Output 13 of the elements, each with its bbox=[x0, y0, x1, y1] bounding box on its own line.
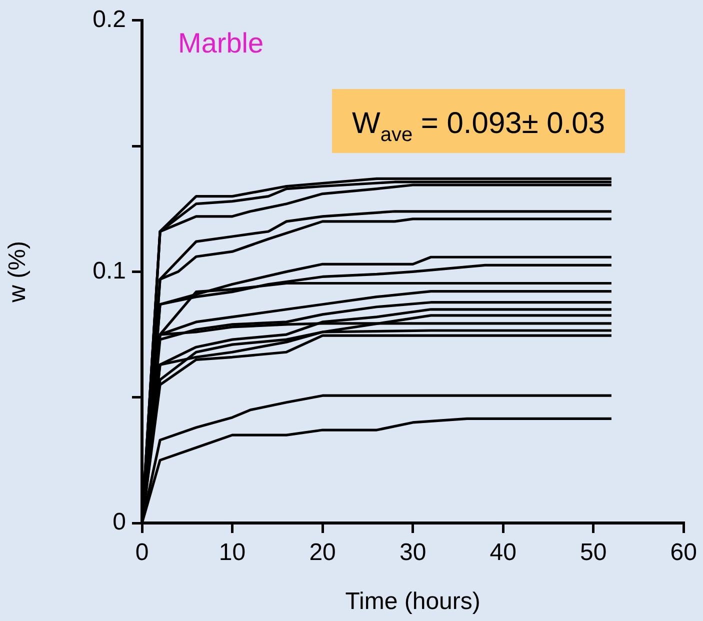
x-tick-label: 50 bbox=[580, 539, 607, 566]
x-axis-title: Time (hours) bbox=[345, 588, 480, 616]
x-tick-label: 60 bbox=[670, 539, 698, 566]
x-tick-label: 10 bbox=[218, 539, 246, 566]
chart-title: Marble bbox=[178, 27, 264, 58]
x-tick-label: 0 bbox=[135, 539, 149, 566]
y-tick-label: 0.1 bbox=[92, 257, 126, 284]
x-tick-label: 20 bbox=[309, 539, 336, 566]
y-tick-label: 0.2 bbox=[92, 6, 126, 34]
x-tick-label: 40 bbox=[490, 539, 516, 566]
y-tick-label: 0 bbox=[112, 508, 126, 536]
x-tick-label: 30 bbox=[399, 539, 426, 566]
y-axis-title: w (%) bbox=[4, 241, 32, 304]
